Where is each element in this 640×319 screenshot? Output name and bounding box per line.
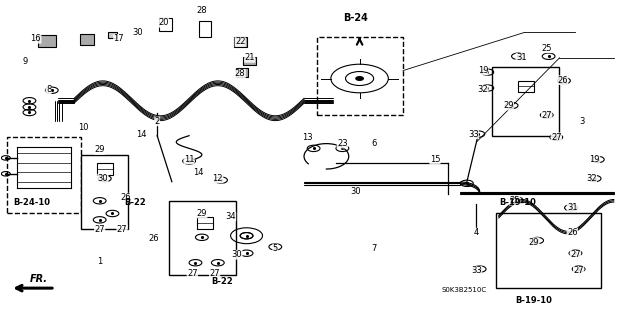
Text: 4: 4 [474,228,479,237]
Text: B-24: B-24 [342,13,367,23]
Text: 17: 17 [113,34,124,43]
Bar [169,201,236,275]
Bar [234,37,246,47]
Text: 33: 33 [468,130,479,138]
Text: 20: 20 [158,19,169,27]
Text: FR.: FR. [30,274,48,284]
Text: 27: 27 [573,266,584,275]
Text: 10: 10 [79,123,89,132]
Text: 27: 27 [209,269,220,278]
Text: 34: 34 [225,212,236,221]
Text: 3: 3 [579,117,584,126]
Text: 29: 29 [196,209,207,218]
Text: 2: 2 [154,117,160,126]
Bar [236,68,248,77]
Text: 5: 5 [273,244,278,253]
Bar [492,67,559,136]
Bar [243,56,256,65]
Text: B-19-10: B-19-10 [515,296,552,305]
Text: 9: 9 [22,56,28,65]
Text: 16: 16 [31,34,41,43]
Bar [495,213,601,288]
Text: 31: 31 [567,203,577,211]
Bar [108,32,117,38]
Text: 28: 28 [235,69,246,78]
Text: 15: 15 [429,155,440,164]
Text: 26: 26 [567,228,577,237]
Text: 22: 22 [235,38,245,47]
Text: 27: 27 [541,111,552,120]
Text: 29: 29 [529,238,539,247]
Text: 27: 27 [94,225,105,234]
Text: 1: 1 [97,257,102,266]
Text: B-22: B-22 [211,277,233,286]
Text: 32: 32 [477,85,488,94]
Bar [159,18,172,31]
Text: 30: 30 [97,174,108,183]
Bar [198,21,211,37]
Text: B-24-10: B-24-10 [13,198,50,207]
Text: 29: 29 [503,101,514,110]
Text: 33: 33 [471,266,482,275]
Circle shape [356,77,364,80]
Bar [97,163,113,174]
Text: 26: 26 [557,76,568,85]
Bar [197,217,213,229]
Text: 27: 27 [570,250,580,259]
Text: 6: 6 [372,139,377,148]
Text: 30: 30 [132,28,143,37]
Text: 27: 27 [116,225,127,234]
Text: 26: 26 [120,193,131,202]
Text: 19: 19 [477,66,488,75]
Text: 25: 25 [541,44,552,53]
Text: B-22: B-22 [124,198,146,207]
Text: 32: 32 [586,174,596,183]
Text: 13: 13 [302,133,312,142]
Text: B-19-10: B-19-10 [500,198,536,207]
Text: 30: 30 [350,187,360,196]
Bar [518,81,534,92]
Bar [81,155,129,229]
Text: 25: 25 [509,196,520,205]
Text: 26: 26 [148,234,159,243]
Text: 14: 14 [193,168,204,177]
Bar [38,35,56,48]
Text: S0K3B2510C: S0K3B2510C [441,287,486,293]
Text: 28: 28 [196,6,207,15]
Text: 29: 29 [95,145,105,154]
Text: 11: 11 [184,155,195,164]
Text: 19: 19 [589,155,600,164]
Bar [317,37,403,115]
Text: 27: 27 [187,269,198,278]
Bar [80,34,94,45]
Text: 7: 7 [372,244,377,253]
Text: 12: 12 [212,174,223,183]
Text: 30: 30 [232,250,243,259]
Text: 23: 23 [337,139,348,148]
Text: 14: 14 [136,130,147,138]
Text: 8: 8 [46,85,51,94]
Text: 21: 21 [244,53,255,62]
Bar [7,137,81,213]
Text: 27: 27 [551,133,561,142]
Text: 31: 31 [516,53,527,62]
